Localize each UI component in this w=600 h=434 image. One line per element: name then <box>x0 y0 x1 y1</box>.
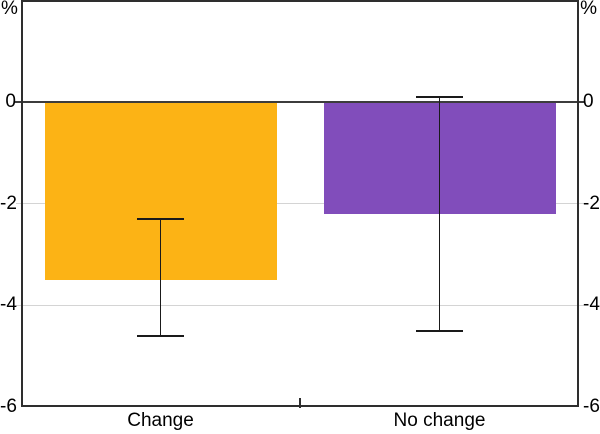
error-bar-line <box>438 96 441 331</box>
y-tick-label-right: -2 <box>583 192 600 214</box>
y-axis-unit-label-left: % <box>1 0 18 19</box>
x-axis-center-tick <box>299 398 301 408</box>
error-bar-line <box>159 218 162 336</box>
y-axis-tick-right <box>579 100 585 103</box>
y-axis-tick-left <box>16 203 21 204</box>
gridline <box>23 203 577 204</box>
y-tick-label-right: 0 <box>583 90 594 112</box>
y-axis-tick-left <box>16 304 21 306</box>
y-axis-tick-right <box>579 203 584 204</box>
error-bar-cap-bottom <box>416 329 463 332</box>
y-tick-label-left: -4 <box>0 294 17 316</box>
error-bar-cap-bottom <box>137 334 184 337</box>
error-bar-cap-top <box>137 217 184 220</box>
zero-line <box>23 100 577 103</box>
y-tick-label-left: 0 <box>5 90 16 112</box>
error-bar-cap-top <box>416 95 463 98</box>
y-tick-label-right: -6 <box>583 396 600 417</box>
y-axis-unit-label-right: % <box>580 0 597 19</box>
y-axis-tick-left <box>15 100 21 103</box>
x-category-label: No change <box>393 410 486 431</box>
y-tick-label-left: -6 <box>0 396 17 417</box>
y-tick-label-right: -4 <box>583 294 600 316</box>
y-axis-tick-right <box>579 304 584 306</box>
y-tick-label-left: -2 <box>0 192 17 214</box>
gridline <box>23 304 577 306</box>
x-category-label: Change <box>127 410 194 431</box>
